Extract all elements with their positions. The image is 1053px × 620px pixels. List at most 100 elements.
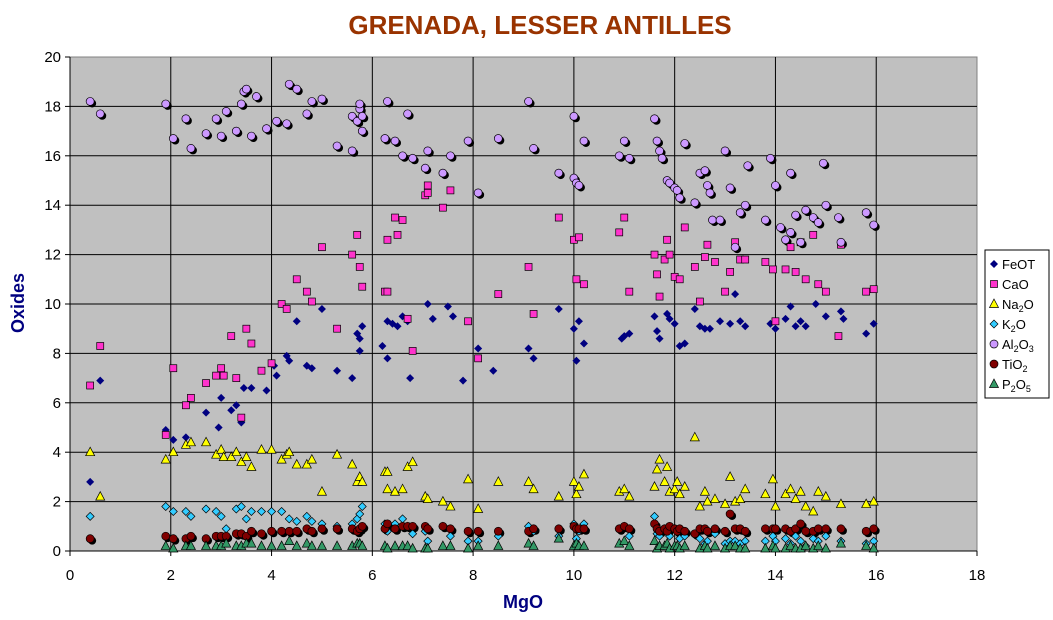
al2o3-point [408, 153, 417, 163]
na2o-point [571, 488, 582, 499]
na2o-point [276, 453, 287, 464]
feot-point [579, 339, 588, 348]
p2o5-point [284, 535, 295, 545]
al2o3-point [292, 84, 302, 94]
cao-point [862, 287, 870, 296]
tio2-point [836, 524, 846, 534]
k2o-point [355, 509, 365, 519]
p2o5-point [813, 540, 824, 550]
al2o3-point [161, 99, 171, 109]
k2o-point [168, 506, 178, 516]
p2o5-point [402, 540, 413, 550]
na2o-point [835, 498, 847, 508]
al2o3-point [252, 92, 261, 101]
na2o-point [740, 483, 751, 494]
na2o-point [709, 493, 721, 503]
al2o3-point [675, 193, 685, 203]
p2o5-point [256, 540, 267, 550]
cao-point [219, 371, 228, 380]
al2o3-point [95, 109, 105, 119]
al2o3-point [216, 131, 226, 141]
k2o-legend-marker [989, 319, 999, 329]
k2o-point [821, 531, 831, 541]
cao-point [771, 317, 780, 326]
al2o3-point [357, 126, 367, 136]
k2o-point [256, 506, 266, 516]
tio2-point [383, 519, 392, 529]
na2o-point [767, 473, 779, 484]
feot-point [214, 423, 223, 432]
tio2-point [771, 524, 780, 534]
na2o-point [820, 490, 831, 501]
al2o3-point [672, 186, 682, 195]
feot-point [554, 304, 563, 313]
tio2-point [307, 526, 317, 536]
cao-point [227, 332, 236, 340]
al2o3-point [168, 134, 178, 143]
feot-point [406, 374, 415, 383]
na2o-point [402, 461, 413, 471]
legend: FeOT CaO Na2O K2O Al2O3 TiO2 P2O5 [984, 249, 1050, 399]
na2o-point [382, 483, 393, 494]
na2o-point [813, 485, 824, 496]
na2o-point [780, 488, 791, 499]
cao-point [333, 324, 341, 333]
feot-point [86, 477, 95, 486]
al2o3-point [650, 114, 659, 124]
cao-point [726, 268, 734, 276]
na2o-point [211, 448, 222, 459]
x-tick-label: 2 [167, 567, 175, 584]
feot-point [232, 401, 241, 410]
cao-point [393, 230, 402, 239]
cao-point [212, 371, 220, 380]
feot-point [169, 435, 178, 444]
al2o3-point [446, 151, 455, 161]
feot-point [307, 364, 316, 373]
p2o5-point [730, 540, 741, 550]
na2o-point [284, 446, 295, 457]
feot-point [771, 324, 780, 333]
p2o5-point [422, 542, 433, 553]
k2o-point [445, 531, 455, 541]
cao-point [655, 292, 664, 301]
x-tick-label: 8 [469, 567, 477, 584]
feot-point [181, 433, 190, 442]
al2o3-point [272, 116, 281, 126]
na2o-legend-label: Na2O [1002, 297, 1034, 314]
na2o-point [654, 453, 665, 464]
cao-point [769, 265, 777, 274]
al2o3-point [655, 146, 664, 156]
na2o-point [301, 458, 312, 469]
cao-legend-label: CaO [1002, 277, 1029, 292]
tio2-legend-label: TiO2 [1002, 357, 1027, 374]
feot-point [653, 327, 662, 336]
feot-point [285, 356, 294, 365]
x-axis-label: MgO [503, 592, 543, 612]
tio2-point [423, 524, 433, 534]
na2o-point [266, 443, 277, 454]
cao-point [423, 189, 432, 197]
na2o-point [231, 446, 242, 457]
y-tick-label: 8 [53, 345, 61, 362]
al2o3-point [680, 139, 690, 148]
al2o3-point [473, 188, 483, 198]
na2o-point [316, 485, 328, 496]
p2o5-legend-label: P2O5 [1002, 377, 1031, 394]
tio2-point [801, 526, 811, 536]
feot-point [786, 302, 795, 311]
al2o3-point [524, 97, 533, 106]
na2o-point [246, 461, 257, 471]
p2o5-point [702, 542, 713, 553]
y-tick-label: 2 [53, 494, 61, 511]
al2o3-point [708, 215, 717, 225]
na2o-point [185, 436, 197, 447]
tio2-point [869, 524, 879, 534]
cao-legend-marker [990, 280, 998, 288]
na2o-point [493, 476, 504, 486]
al2o3-point [317, 94, 327, 104]
al2o3-point [821, 200, 831, 210]
cao-point [786, 243, 795, 252]
k2o-point [85, 511, 95, 521]
cao-point [814, 280, 823, 289]
p2o5-point [800, 540, 811, 550]
